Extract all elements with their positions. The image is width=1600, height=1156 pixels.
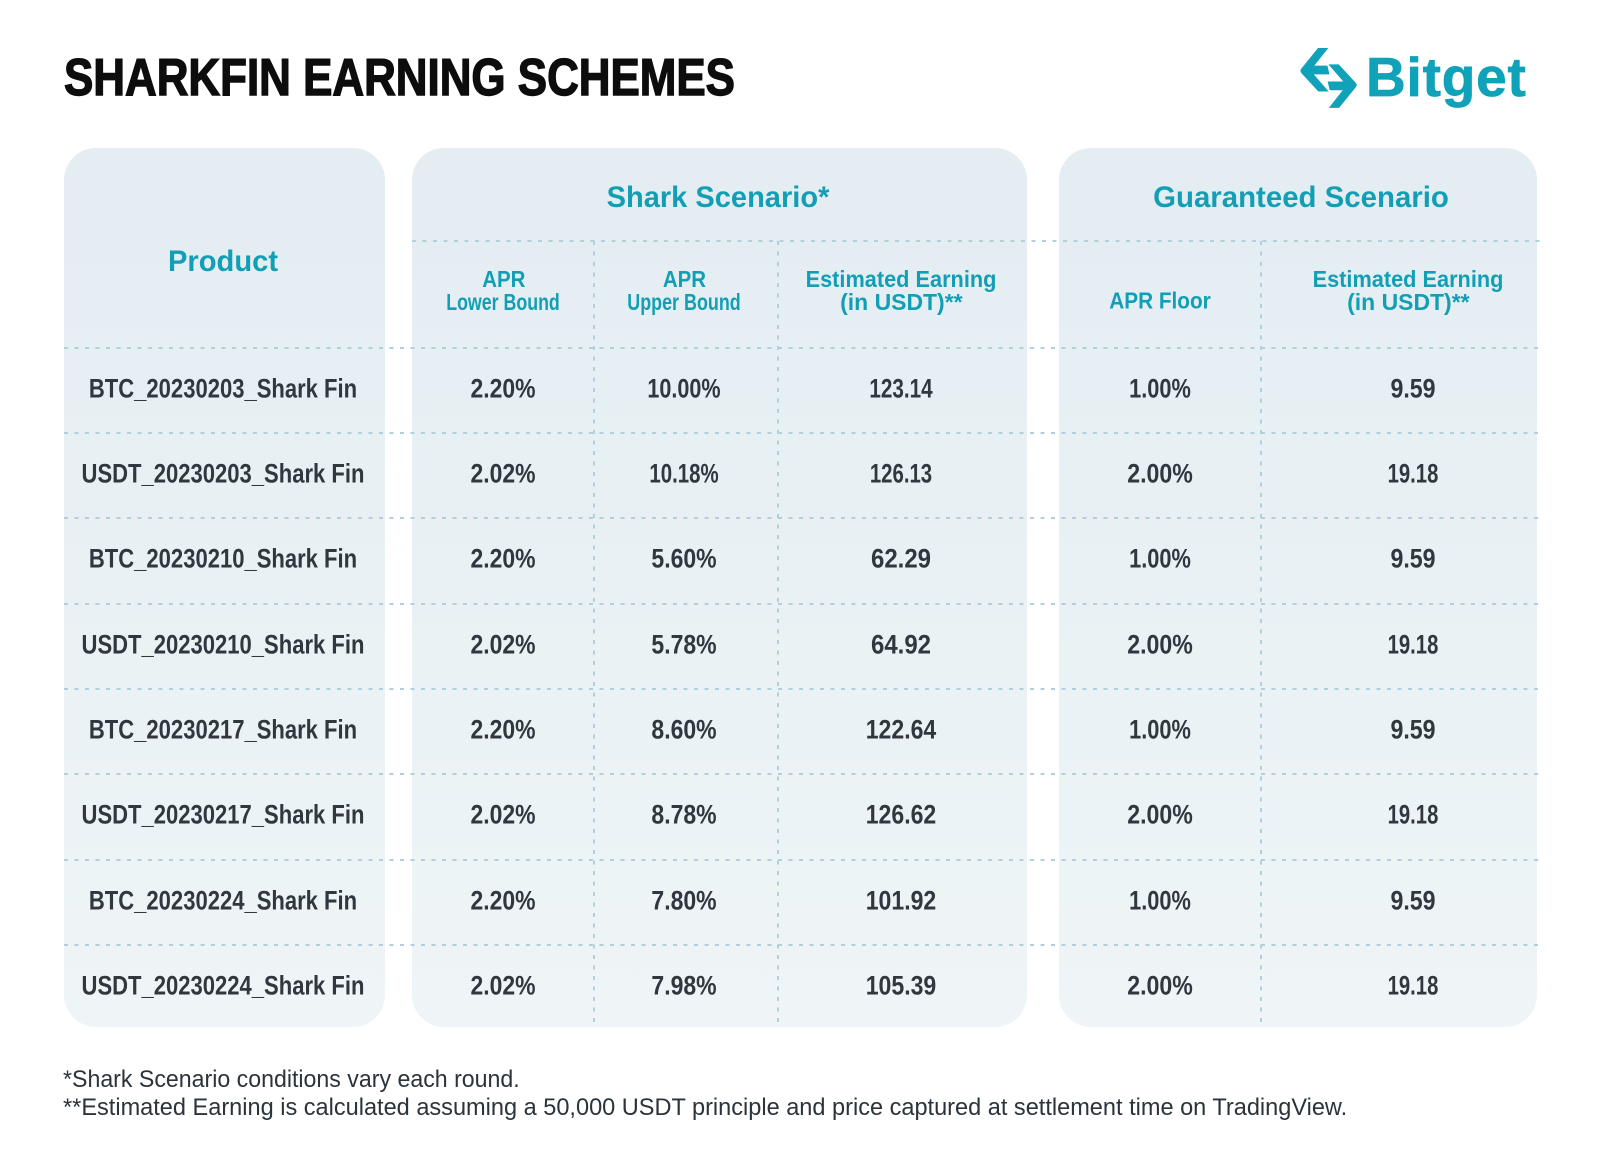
svg-text:Bitget: Bitget [1366, 46, 1527, 108]
